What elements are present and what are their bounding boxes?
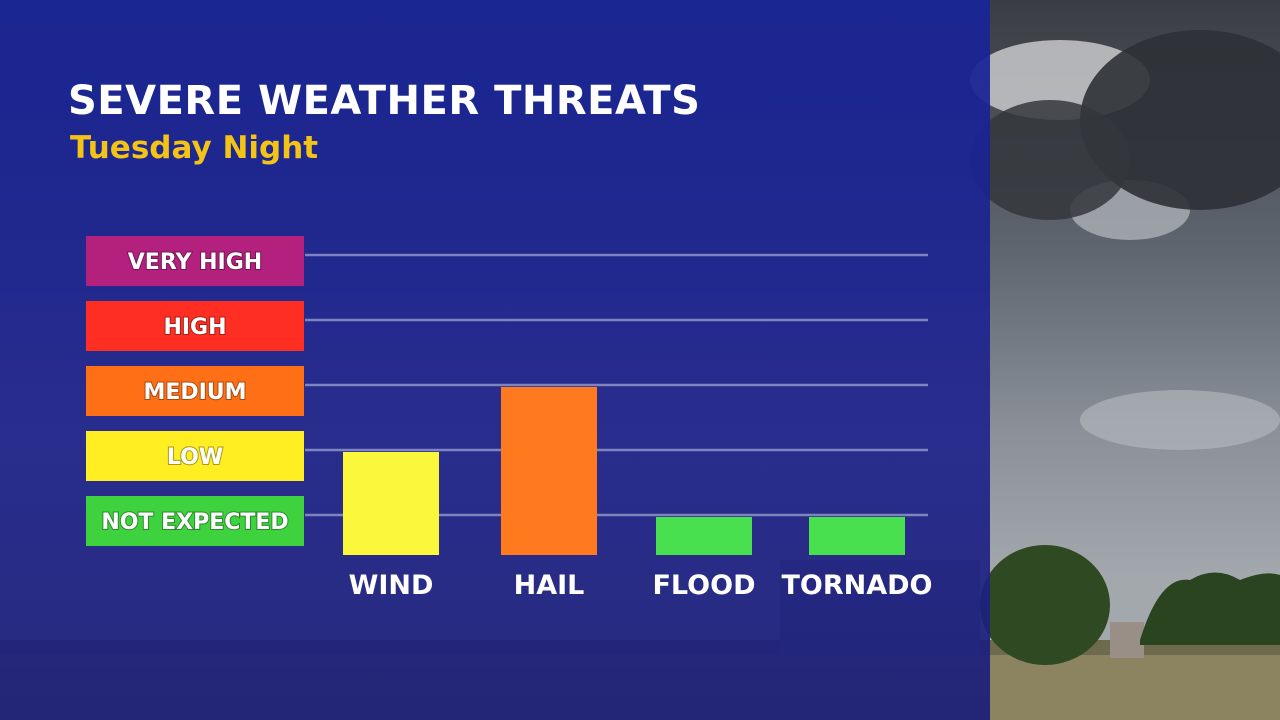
level-label: HIGH (163, 315, 226, 340)
level-box (86, 301, 304, 351)
threat-bar-chart: NOT EXPECTED LOW MEDIUM HIGH VERY HIGH WIND HA… (86, 236, 933, 601)
category-label: TORNADO (781, 570, 932, 601)
graphic-panel (0, 0, 990, 720)
chart-title: SEVERE WEATHER THREATS (68, 78, 701, 124)
level-label: NOT EXPECTED (101, 510, 288, 535)
bar (809, 517, 905, 555)
level-box (86, 431, 304, 481)
level-box (86, 366, 304, 416)
level-box (86, 236, 304, 286)
bar (656, 517, 752, 555)
bar (501, 387, 597, 555)
level-label: VERY HIGH (128, 250, 262, 275)
chart-subtitle: Tuesday Night (70, 130, 319, 166)
level-box (86, 496, 304, 546)
level-label: MEDIUM (143, 380, 246, 405)
category-label: HAIL (514, 570, 585, 601)
category-label: FLOOD (652, 570, 755, 601)
category-label: WIND (349, 570, 434, 601)
level-label: LOW (167, 445, 223, 470)
bar (343, 452, 439, 555)
